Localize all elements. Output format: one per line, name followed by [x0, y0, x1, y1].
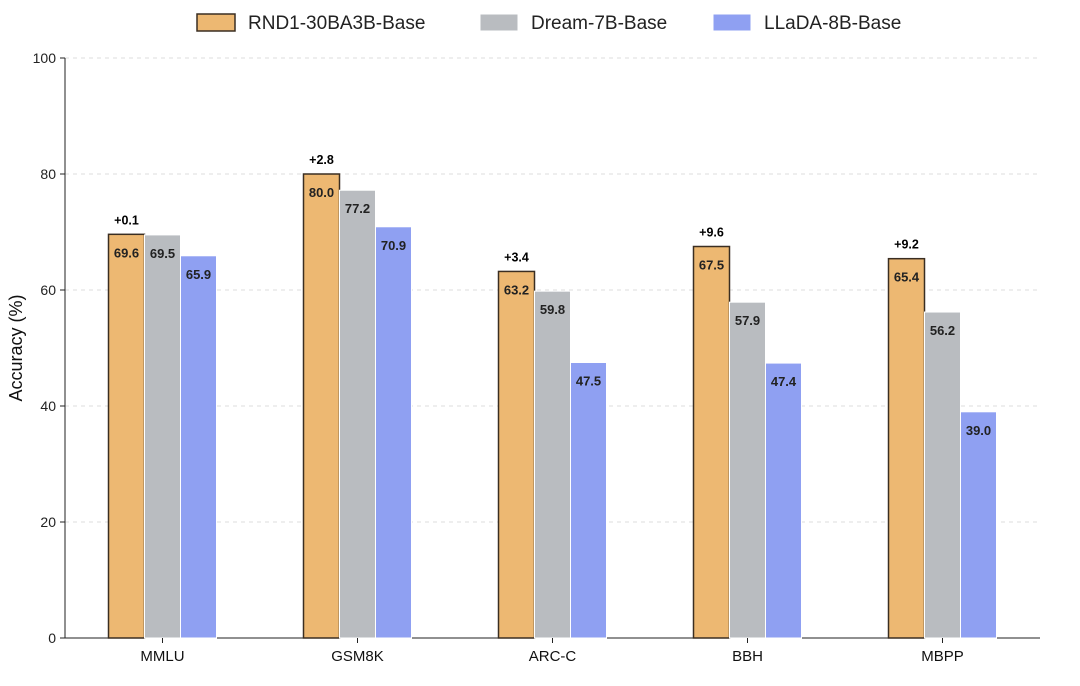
x-ticks: MMLU GSM8K ARC-C BBH MBPP — [140, 638, 964, 665]
y-tick-label: 100 — [33, 50, 57, 66]
bar-value-label: 80.0 — [309, 185, 334, 200]
bar-value-label: 56.2 — [930, 323, 955, 338]
bar — [534, 290, 571, 639]
delta-annotation: +0.1 — [114, 213, 139, 227]
y-tick-label: 40 — [40, 398, 56, 414]
x-tick-label: MMLU — [140, 648, 184, 665]
bar — [765, 362, 802, 639]
y-ticks: 0 20 40 60 80 100 — [33, 50, 65, 646]
x-tick-label: GSM8K — [331, 648, 384, 665]
bar-value-label: 69.5 — [150, 246, 175, 261]
bar-value-label: 57.9 — [735, 313, 760, 328]
bar-value-label: 77.2 — [345, 201, 370, 216]
legend-label: Dream-7B-Base — [531, 13, 667, 34]
bar — [375, 226, 412, 639]
delta-annotation: +9.2 — [894, 238, 919, 252]
bar-value-label: 63.2 — [504, 282, 529, 297]
bars — [107, 173, 997, 639]
y-axis-label: Accuracy (%) — [6, 294, 26, 401]
bar-value-label: 65.4 — [894, 270, 920, 285]
x-tick-label: ARC-C — [529, 648, 577, 665]
y-tick-label: 0 — [48, 630, 56, 646]
legend-swatch — [479, 13, 519, 32]
bar-value-label: 47.4 — [771, 374, 797, 389]
bar — [924, 311, 961, 639]
bar — [302, 173, 341, 639]
bar-value-label: 67.5 — [699, 258, 724, 273]
bar — [339, 189, 376, 639]
bar — [960, 411, 997, 639]
delta-annotation: +9.6 — [699, 226, 724, 240]
bar-value-label: 39.0 — [966, 423, 991, 438]
value-labels: 69.6 +0.1 69.5 65.9 80.0 +2.8 77.2 70.9 63.2 +3.4… — [114, 153, 991, 438]
bar — [570, 362, 607, 639]
delta-annotation: +2.8 — [309, 153, 334, 167]
bar — [497, 270, 536, 639]
y-tick-label: 20 — [40, 514, 56, 530]
bar — [180, 255, 217, 639]
y-tick-label: 80 — [40, 166, 56, 182]
delta-annotation: +3.4 — [504, 250, 529, 264]
grid-lines — [65, 57, 1040, 523]
bar-value-label: 59.8 — [540, 302, 565, 317]
bar — [692, 245, 731, 639]
bar-value-label: 70.9 — [381, 238, 406, 253]
legend: RND1-30BA3B-Base Dream-7B-Base LLaDA-8B-Ba… — [196, 13, 901, 34]
x-tick-label: MBPP — [921, 648, 964, 665]
legend-swatch — [196, 13, 236, 32]
legend-label: LLaDA-8B-Base — [764, 13, 901, 34]
bar — [144, 234, 181, 639]
bar-value-label: 47.5 — [576, 374, 601, 389]
legend-label: RND1-30BA3B-Base — [248, 13, 425, 34]
legend-swatch — [712, 13, 752, 32]
bar — [729, 301, 766, 639]
bar — [887, 257, 926, 639]
bar — [107, 233, 146, 639]
y-tick-label: 60 — [40, 282, 56, 298]
bar-value-label: 69.6 — [114, 245, 139, 260]
bar-value-label: 65.9 — [186, 267, 211, 282]
x-tick-label: BBH — [732, 648, 763, 665]
